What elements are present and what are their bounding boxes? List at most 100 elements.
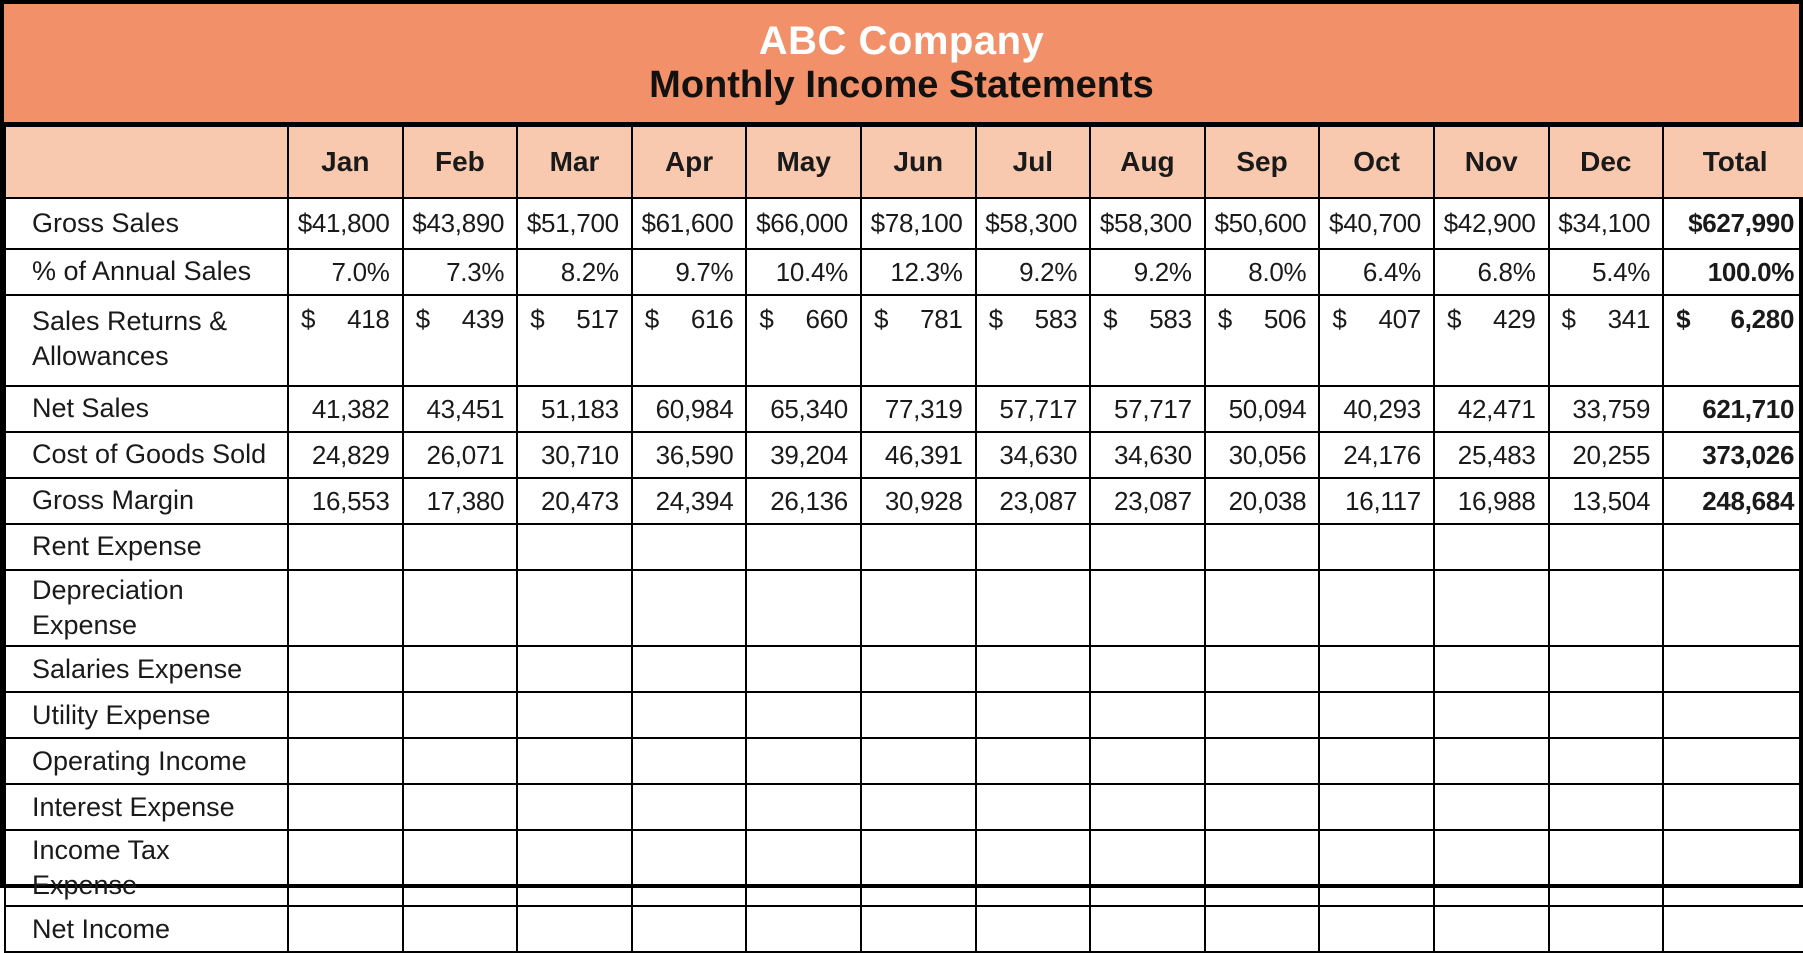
- value-cell: [1432, 645, 1550, 694]
- value-cell: $407: [1318, 294, 1435, 387]
- page-title: Monthly Income Statements: [649, 64, 1154, 107]
- value-cell: [516, 568, 633, 648]
- value-cell: $51,700: [516, 197, 633, 250]
- amount: 6,280: [1730, 304, 1795, 334]
- value-cell: [1547, 905, 1665, 953]
- value-cell: [401, 783, 519, 832]
- value-cell: 42,471: [1432, 385, 1550, 433]
- value-cell: [1662, 691, 1803, 740]
- value-cell: [745, 905, 862, 953]
- row-label: Operating Income: [4, 737, 289, 786]
- value-cell: [630, 523, 748, 571]
- table-header: Jan Feb Mar Apr May Jun Jul Aug Sep Oct Nov Dec Tota…: [4, 125, 1803, 199]
- column-header-mar: Mar: [516, 125, 633, 199]
- value-cell: [1662, 645, 1803, 694]
- value-cell: [974, 691, 1092, 740]
- value-cell: [1662, 523, 1803, 571]
- value-cell: $341: [1547, 294, 1665, 387]
- value-cell: $627,990: [1662, 197, 1803, 250]
- value-cell: 6.4%: [1318, 248, 1435, 296]
- value-cell: [401, 568, 519, 648]
- table-row: Sales Returns & Allowances $418 $439 $517 $6…: [4, 294, 1803, 387]
- column-header-nov: Nov: [1432, 125, 1550, 199]
- row-label-column-header: [4, 125, 289, 199]
- currency-symbol: $: [988, 304, 1003, 334]
- column-header-may: May: [745, 125, 862, 199]
- row-label: Gross Margin: [4, 477, 289, 525]
- value-cell: [1547, 568, 1665, 648]
- column-header-feb: Feb: [401, 125, 519, 199]
- row-label: Net Sales: [4, 385, 289, 433]
- value-cell: [516, 691, 633, 740]
- value-cell: [1318, 523, 1435, 571]
- value-cell: 57,717: [974, 385, 1092, 433]
- column-header-total: Total: [1662, 125, 1803, 199]
- value-cell: 26,136: [745, 477, 862, 525]
- value-cell: [1662, 783, 1803, 832]
- row-label: Interest Expense: [4, 783, 289, 832]
- value-cell: 6.8%: [1432, 248, 1550, 296]
- value-cell: [1662, 829, 1803, 908]
- value-cell: 60,984: [630, 385, 748, 433]
- value-cell: [287, 691, 404, 740]
- value-cell: [1318, 691, 1435, 740]
- value-cell: 20,038: [1203, 477, 1321, 525]
- value-cell: [401, 645, 519, 694]
- currency-symbol: $: [873, 304, 889, 334]
- value-cell: 30,928: [859, 477, 977, 525]
- value-cell: [1547, 523, 1665, 571]
- value-cell: [287, 523, 404, 571]
- value-cell: 8.0%: [1203, 248, 1321, 296]
- value-cell: [516, 905, 633, 953]
- value-cell: $583: [1089, 294, 1206, 387]
- value-cell: $506: [1203, 294, 1321, 387]
- column-header-sep: Sep: [1203, 125, 1321, 199]
- table-row: Gross Sales $41,800 $43,890 $51,700 $61,600 $…: [4, 197, 1803, 250]
- value-cell: [1662, 905, 1803, 953]
- amount: 517: [576, 304, 619, 334]
- currency-symbol: $: [644, 304, 659, 334]
- table-row: Net Sales 41,382 43,451 51,183 60,984 65,340 7…: [4, 385, 1803, 433]
- value-cell: 26,071: [401, 431, 519, 479]
- value-cell: [1318, 829, 1435, 908]
- value-cell: [401, 829, 519, 908]
- value-cell: [859, 783, 977, 832]
- value-cell: $781: [859, 294, 977, 387]
- value-cell: 30,710: [516, 431, 633, 479]
- value-cell: [1089, 829, 1206, 908]
- amount: 418: [347, 304, 390, 334]
- value-cell: [516, 523, 633, 571]
- value-cell: [516, 829, 633, 908]
- value-cell: $418: [287, 294, 404, 387]
- value-cell: 16,553: [287, 477, 404, 525]
- value-cell: [1203, 783, 1321, 832]
- value-cell: [745, 737, 862, 786]
- value-cell: 9.7%: [630, 248, 748, 296]
- amount: 429: [1493, 304, 1536, 334]
- value-cell: [1089, 568, 1206, 648]
- value-cell: [1203, 568, 1321, 648]
- row-label: Utility Expense: [4, 691, 289, 740]
- value-cell: [1089, 783, 1206, 832]
- value-cell: [974, 737, 1092, 786]
- amount: 506: [1263, 304, 1307, 334]
- value-cell: $583: [974, 294, 1092, 387]
- value-cell: [630, 568, 748, 648]
- value-cell: [630, 905, 748, 953]
- company-name: ABC Company: [758, 19, 1045, 64]
- table-row: Income Tax Expense: [4, 829, 1803, 908]
- table-row: Depreciation Expense: [4, 568, 1803, 648]
- value-cell: [401, 523, 519, 571]
- value-cell: [287, 568, 404, 648]
- amount: 616: [690, 304, 734, 334]
- value-cell: [1203, 737, 1321, 786]
- currency-symbol: $: [301, 304, 316, 334]
- value-cell: $50,600: [1203, 197, 1321, 250]
- column-header-aug: Aug: [1089, 125, 1206, 199]
- value-cell: 46,391: [859, 431, 977, 479]
- value-cell: [287, 905, 404, 953]
- value-cell: [401, 691, 519, 740]
- value-cell: 248,684: [1662, 477, 1803, 525]
- row-label: Gross Sales: [4, 197, 289, 250]
